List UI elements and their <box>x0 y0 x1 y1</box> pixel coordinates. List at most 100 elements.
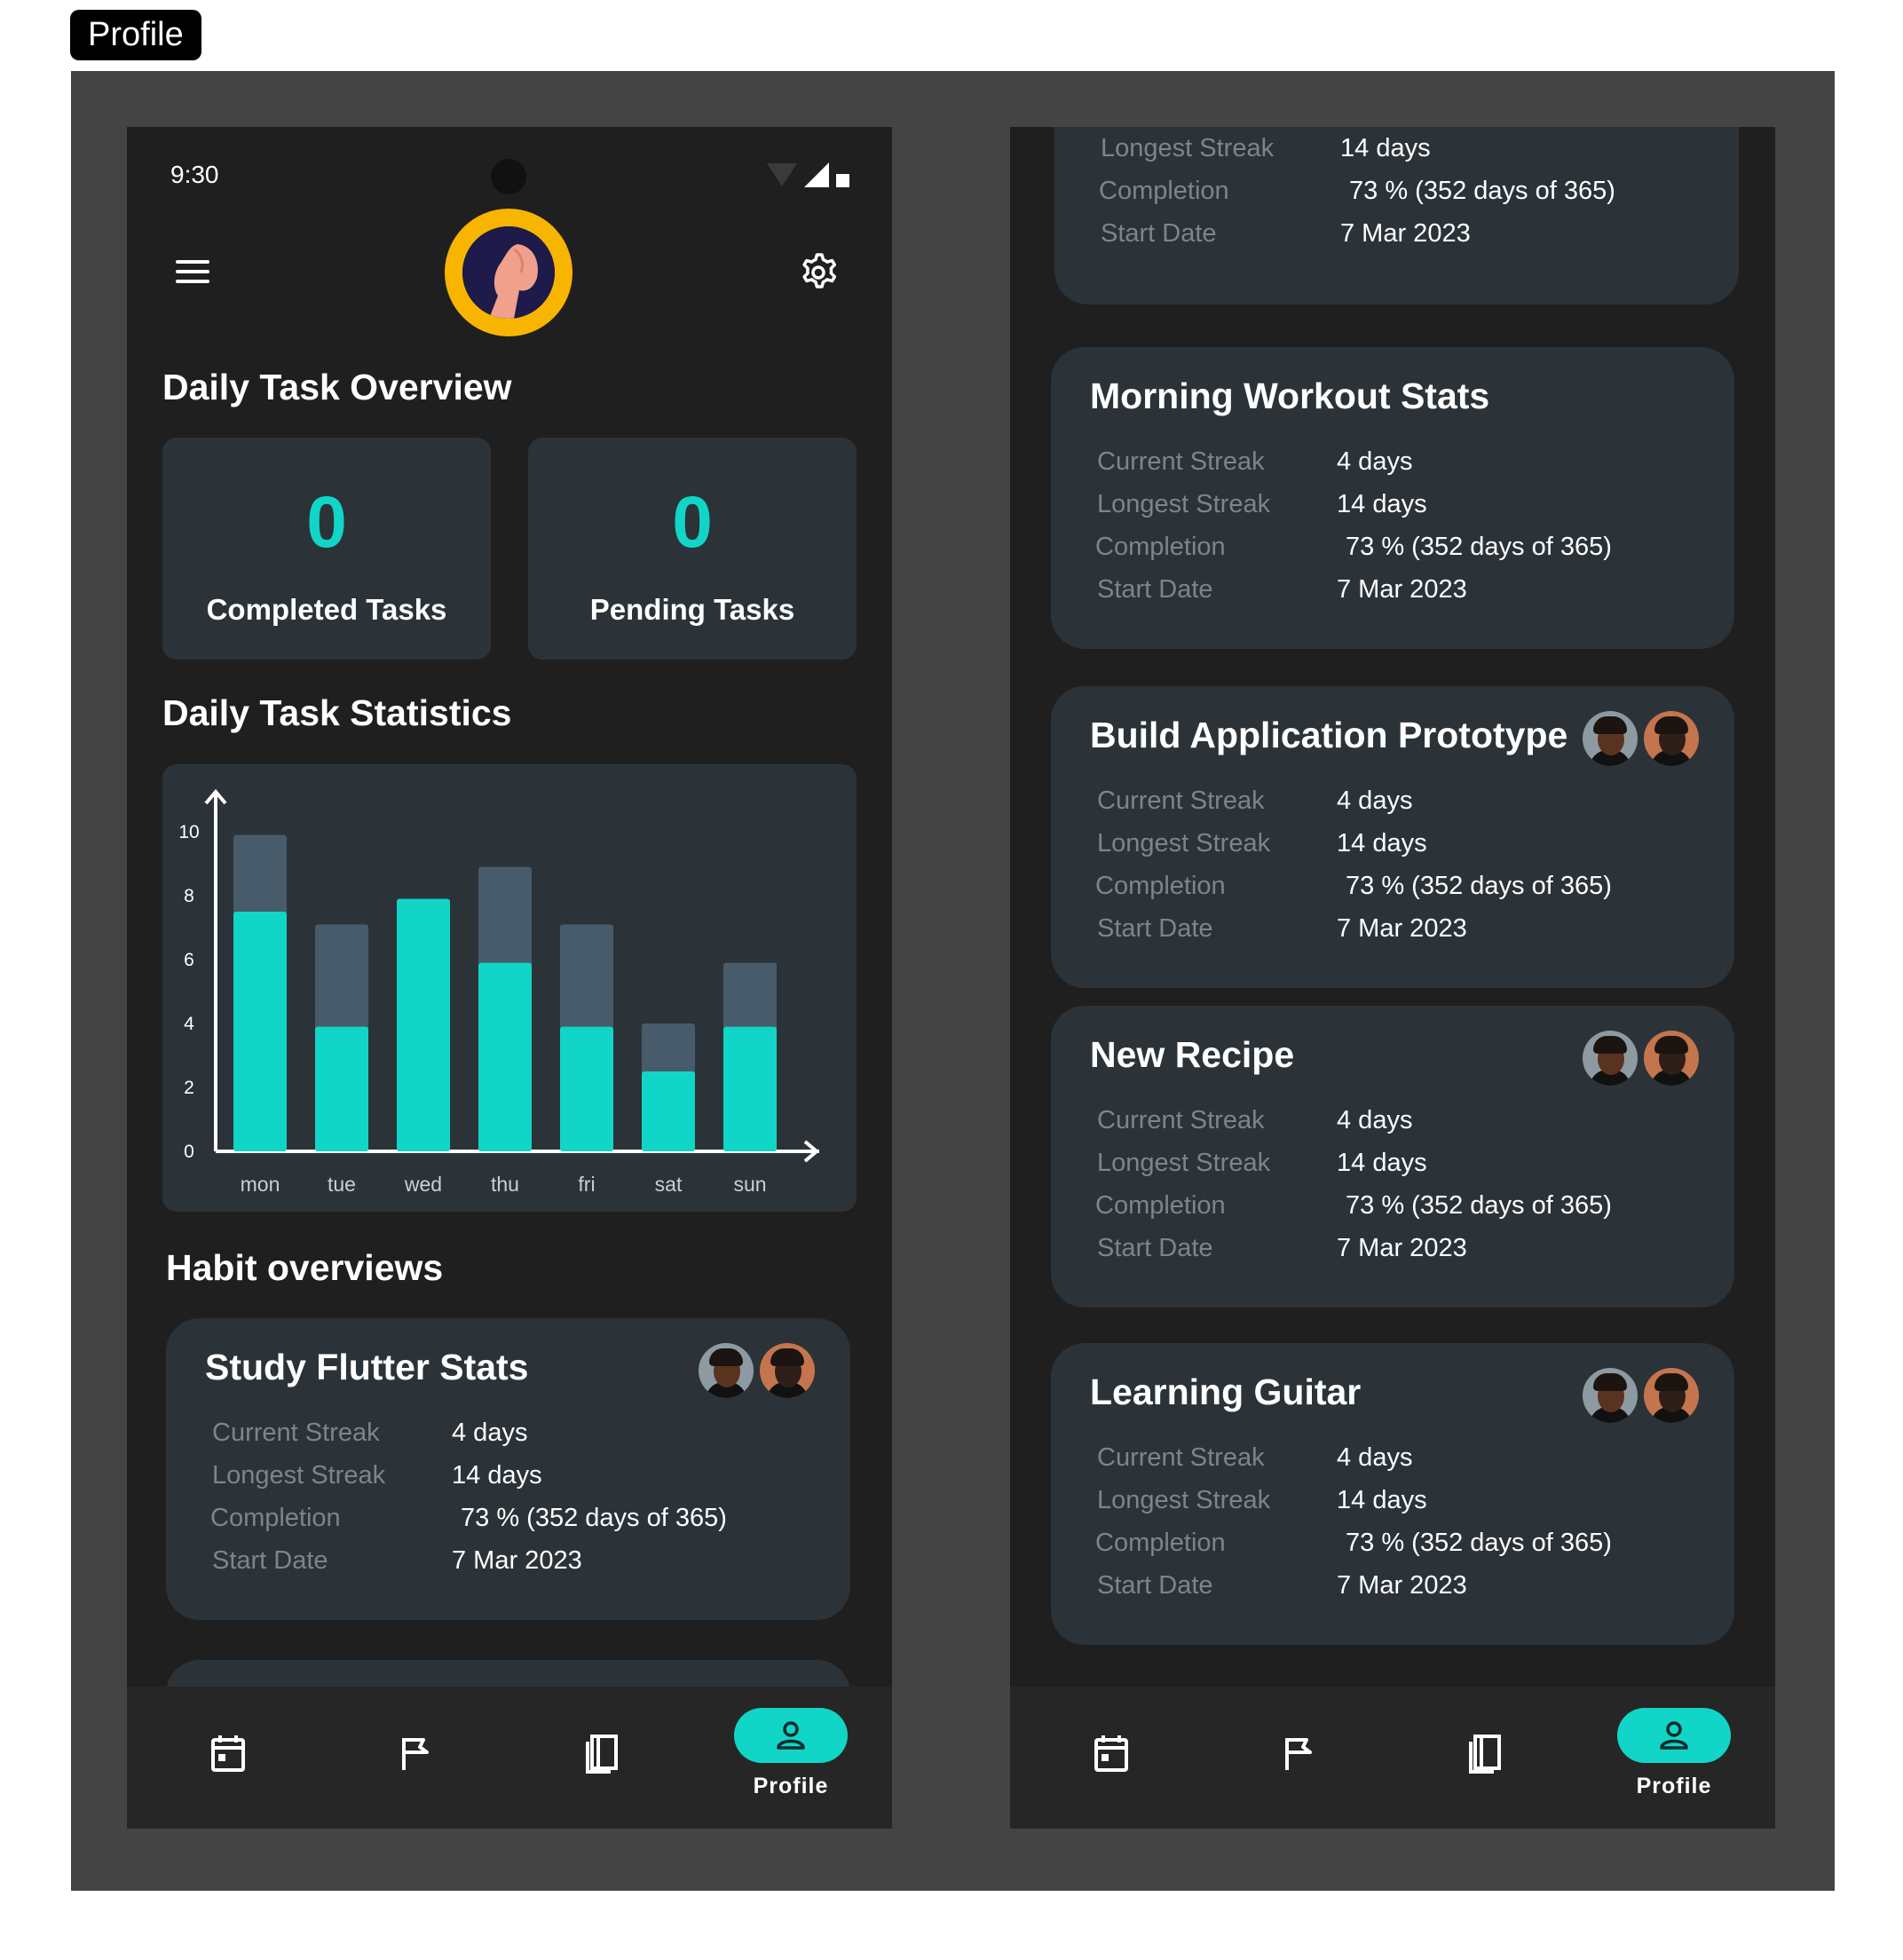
bar-completed <box>560 1026 613 1151</box>
nav-profile-label: Profile <box>753 1774 829 1798</box>
bottom-navigation: Profile <box>127 1687 892 1829</box>
member-avatar <box>1644 1368 1699 1423</box>
x-tick-label: fri <box>578 1173 595 1196</box>
habit-title: Learning Guitar <box>1090 1371 1362 1412</box>
bar-completed <box>315 1026 368 1151</box>
nav-profile[interactable]: Profile <box>729 1687 853 1829</box>
y-tick-label: 6 <box>184 950 194 970</box>
start-date-label: Start Date <box>1097 1234 1213 1262</box>
pending-tasks-card[interactable]: 0 Pending Tasks <box>528 438 857 660</box>
nav-journal[interactable] <box>1432 1687 1538 1829</box>
phone-screen-main: 9:30 Daily Task Overview <box>127 127 892 1829</box>
completion-label: Completion <box>1095 533 1226 561</box>
x-tick-label: thu <box>491 1173 519 1196</box>
member-avatar <box>1644 711 1699 766</box>
start-date-value: 7 Mar 2023 <box>1337 1234 1467 1262</box>
longest-streak-label: Longest Streak <box>1097 490 1271 518</box>
bottom-navigation: Profile <box>1010 1687 1775 1829</box>
nav-profile-pill <box>1617 1708 1731 1763</box>
nav-profile-label: Profile <box>1636 1774 1712 1798</box>
bar-completed <box>233 912 287 1151</box>
settings-gear-icon[interactable] <box>797 251 840 294</box>
current-streak-value: 4 days <box>1337 447 1413 476</box>
flag-icon <box>402 1738 429 1770</box>
status-bar: 9:30 <box>127 127 892 225</box>
current-streak-label: Current Streak <box>1097 1106 1265 1134</box>
x-tick-label: wed <box>404 1173 442 1196</box>
habit-card[interactable]: Build Application Prototype Current Stre… <box>1051 686 1734 988</box>
start-date-value: 7 Mar 2023 <box>1337 914 1467 943</box>
current-streak-value: 4 days <box>1337 1106 1413 1134</box>
book-icon <box>586 1735 618 1774</box>
x-tick-label: sun <box>733 1173 766 1196</box>
start-date-label: Start Date <box>212 1546 328 1575</box>
longest-streak-value: 14 days <box>1337 829 1427 858</box>
nav-goals[interactable] <box>1244 1687 1351 1829</box>
y-tick-label: 4 <box>184 1014 194 1034</box>
bar-completed <box>723 1026 777 1151</box>
member-avatar <box>760 1343 815 1398</box>
artboard: 9:30 Daily Task Overview <box>71 71 1835 1891</box>
completion-value: 73 % (352 days of 365) <box>1346 872 1612 900</box>
completed-tasks-card[interactable]: 0 Completed Tasks <box>162 438 491 660</box>
habit-card[interactable]: Study Flutter Stats Current Streak 4 days… <box>166 1318 850 1620</box>
start-date-label: Start Date <box>1097 1571 1213 1600</box>
habit-card[interactable]: Morning Workout Stats Current Streak 4 da… <box>1051 347 1734 649</box>
habit-members <box>1583 1031 1699 1086</box>
longest-streak-label: Longest Streak <box>1101 134 1275 162</box>
menu-icon[interactable] <box>176 260 209 288</box>
x-axis-arrow <box>803 1140 820 1163</box>
y-tick-label: 2 <box>184 1078 194 1098</box>
nav-profile[interactable]: Profile <box>1612 1687 1736 1829</box>
profile-avatar[interactable] <box>445 209 572 336</box>
completion-value: 73 % (352 days of 365) <box>461 1504 727 1532</box>
nav-calendar[interactable] <box>1058 1687 1165 1829</box>
longest-streak-value: 14 days <box>1337 1486 1427 1514</box>
nav-journal[interactable] <box>549 1687 655 1829</box>
completed-tasks-count: 0 <box>306 482 347 563</box>
status-time: 9:30 <box>170 161 219 188</box>
start-date-value: 7 Mar 2023 <box>1337 575 1467 604</box>
start-date-value: 7 Mar 2023 <box>1337 1571 1467 1600</box>
member-avatar <box>1644 1031 1699 1086</box>
phone-screen-scrolled: Current Streak 4 days Longest Streak 14 da… <box>1010 127 1775 1829</box>
statistics-title: Daily Task Statistics <box>162 692 512 733</box>
bar-completed <box>397 898 450 1151</box>
frame-label: Profile <box>70 10 201 60</box>
completion-label: Completion <box>1099 177 1229 205</box>
x-tick-label: mon <box>241 1173 280 1196</box>
habit-members <box>1583 711 1699 766</box>
calendar-icon <box>211 1735 245 1772</box>
habit-card[interactable]: Learning Guitar Current Streak 4 days Lon… <box>1051 1343 1734 1645</box>
overview-title: Daily Task Overview <box>162 367 512 407</box>
longest-streak-label: Longest Streak <box>1097 829 1271 858</box>
start-date-value: 7 Mar 2023 <box>452 1546 582 1575</box>
start-date-value: 7 Mar 2023 <box>1340 219 1471 248</box>
completion-label: Completion <box>1095 1529 1226 1557</box>
current-streak-label: Current Streak <box>1097 786 1265 815</box>
member-avatar <box>1583 711 1638 766</box>
nav-goals[interactable] <box>361 1687 468 1829</box>
battery-icon <box>836 173 849 187</box>
calendar-icon <box>1094 1735 1128 1772</box>
completion-value: 73 % (352 days of 365) <box>1349 177 1615 205</box>
member-avatar <box>1583 1031 1638 1086</box>
start-date-label: Start Date <box>1097 575 1213 604</box>
completion-value: 73 % (352 days of 365) <box>1346 1191 1612 1220</box>
habits-title: Habit overviews <box>166 1247 444 1288</box>
current-streak-value: 4 days <box>1337 786 1413 815</box>
wifi-icon <box>767 163 797 186</box>
longest-streak-value: 14 days <box>1337 1149 1427 1177</box>
habit-members <box>699 1343 815 1398</box>
completion-value: 73 % (352 days of 365) <box>1346 1529 1612 1557</box>
flag-icon <box>1285 1738 1312 1770</box>
nav-calendar[interactable] <box>175 1687 281 1829</box>
bar-chart-svg: 0 2 4 6 8 10 mon tue wed thu fri sat sun <box>178 788 820 1196</box>
habit-card[interactable]: New Recipe Current Streak 4 days Longest … <box>1051 1006 1734 1308</box>
person-icon <box>1660 1721 1688 1750</box>
habit-title: Morning Workout Stats <box>1090 375 1490 416</box>
person-icon <box>777 1721 805 1750</box>
avatar-illustration <box>462 226 555 319</box>
current-streak-label: Current Streak <box>1097 447 1265 476</box>
